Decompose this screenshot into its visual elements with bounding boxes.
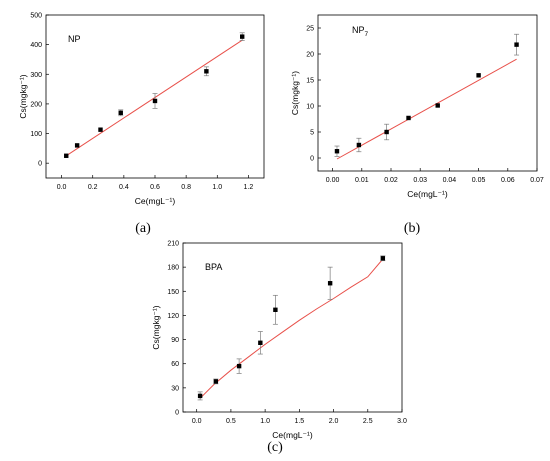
- data-point: [118, 110, 123, 115]
- chart-panel-3: 0.0 0.5 1.0 1.5 2.0 2.5 3.0 0 30 60 90 120 150 180 210…: [151, 241, 407, 456]
- y-tick-label: 90: [171, 337, 179, 344]
- x-tick-label: 0.04: [443, 177, 457, 184]
- data-point: [197, 393, 203, 399]
- y-tick-label: 180: [167, 265, 179, 272]
- data-point: [356, 142, 362, 148]
- y-tick-label: 150: [167, 289, 179, 296]
- fit-line: [65, 39, 243, 157]
- y-tick-label: 20: [306, 52, 314, 59]
- data-point: [98, 127, 103, 132]
- x-axis-label: Ce(mgL⁻¹): [272, 430, 313, 440]
- x-tick-label: 0.0: [57, 184, 67, 191]
- x-tick-label: 2.5: [363, 418, 373, 425]
- panel-label-text: BPA: [205, 262, 222, 272]
- data-point: [74, 143, 80, 148]
- y-tick-label: 10: [306, 104, 314, 111]
- data-point: [384, 129, 389, 135]
- y-tick-label: 210: [167, 241, 179, 248]
- panel-label: BPA: [205, 262, 222, 272]
- panel-label: NP7: [352, 25, 369, 38]
- panel-caption: (c): [267, 440, 283, 455]
- data-point: [380, 256, 386, 261]
- fit-line: [336, 58, 517, 160]
- chart-panel-2: 0.00 0.01 0.02 0.03 0.04 0.05 0.06 0.07 0 5 10 15 20…: [290, 14, 544, 236]
- plot-frame: [182, 242, 403, 413]
- data-point: [236, 363, 242, 369]
- x-tick-label: 0.06: [501, 177, 515, 184]
- data-point: [204, 69, 209, 74]
- data-point: [435, 103, 440, 108]
- data-point: [327, 281, 333, 286]
- x-tick-label: 0.6: [150, 184, 160, 191]
- panel-label-subscript: 7: [365, 31, 369, 38]
- y-tick-label: 100: [30, 131, 42, 138]
- y-axis-label: Cs(mgkg⁻¹): [151, 305, 161, 349]
- panel-caption: (b): [404, 221, 421, 236]
- x-tick-label: 0.07: [530, 177, 544, 184]
- x-tick-label: 1.5: [294, 418, 304, 425]
- y-tick-label: 25: [306, 26, 314, 33]
- data-point: [258, 340, 263, 345]
- x-tick-label: 0.03: [413, 177, 427, 184]
- x-tick-label: 0.01: [355, 177, 369, 184]
- data-point: [213, 379, 219, 384]
- y-tick-label: 60: [171, 361, 179, 368]
- data-point: [334, 149, 340, 154]
- x-tick-label: 0.05: [472, 177, 486, 184]
- y-tick-label: 15: [306, 78, 314, 85]
- data-point: [64, 153, 69, 158]
- panel-caption: (a): [135, 221, 151, 236]
- x-tick-label: 1.0: [212, 184, 222, 191]
- y-axis-label: Cs(mgkg⁻¹): [18, 74, 28, 118]
- y-tick-label: 0: [175, 410, 179, 417]
- y-tick-label: 120: [167, 313, 179, 320]
- x-tick-label: 3.0: [397, 418, 407, 425]
- data-point: [152, 98, 158, 104]
- panel-label-text: NP: [68, 34, 81, 44]
- chart-panel-1: 0.0 0.2 0.4 0.6 0.8 1.0 1.2 0 100 200 300 400 500 Ce(…: [18, 13, 265, 236]
- panel-label-text: NP: [352, 25, 365, 35]
- fit-line: [199, 258, 384, 399]
- data-point: [476, 73, 481, 78]
- x-tick-label: 0.00: [326, 177, 340, 184]
- y-tick-label: 5: [310, 130, 314, 137]
- x-tick-label: 0.2: [88, 184, 98, 191]
- y-tick-label: 0: [38, 161, 42, 168]
- data-point: [406, 115, 411, 121]
- x-tick-label: 1.0: [260, 418, 270, 425]
- data-point: [273, 307, 278, 312]
- plot-frame: [317, 14, 538, 172]
- y-tick-label: 500: [30, 13, 42, 20]
- data-point: [514, 42, 519, 47]
- x-tick-label: 0.0: [192, 418, 202, 425]
- x-tick-label: 0.4: [119, 184, 129, 191]
- panel-label: NP: [68, 34, 81, 44]
- x-tick-label: 2.0: [329, 418, 339, 425]
- y-axis-label: Cs(mgkg⁻¹): [290, 71, 300, 115]
- x-axis-label: Ce(mgL⁻¹): [135, 196, 176, 206]
- data-point: [240, 34, 245, 39]
- x-axis-label: Ce(mgL⁻¹): [407, 189, 448, 199]
- y-tick-label: 200: [30, 101, 42, 108]
- y-tick-label: 30: [171, 385, 179, 392]
- x-tick-label: 0.02: [384, 177, 398, 184]
- y-tick-label: 0: [310, 156, 314, 163]
- x-tick-label: 0.8: [181, 184, 191, 191]
- y-tick-label: 300: [30, 72, 42, 79]
- y-tick-label: 400: [30, 42, 42, 49]
- x-tick-label: 1.2: [244, 184, 254, 191]
- x-tick-label: 0.5: [226, 418, 236, 425]
